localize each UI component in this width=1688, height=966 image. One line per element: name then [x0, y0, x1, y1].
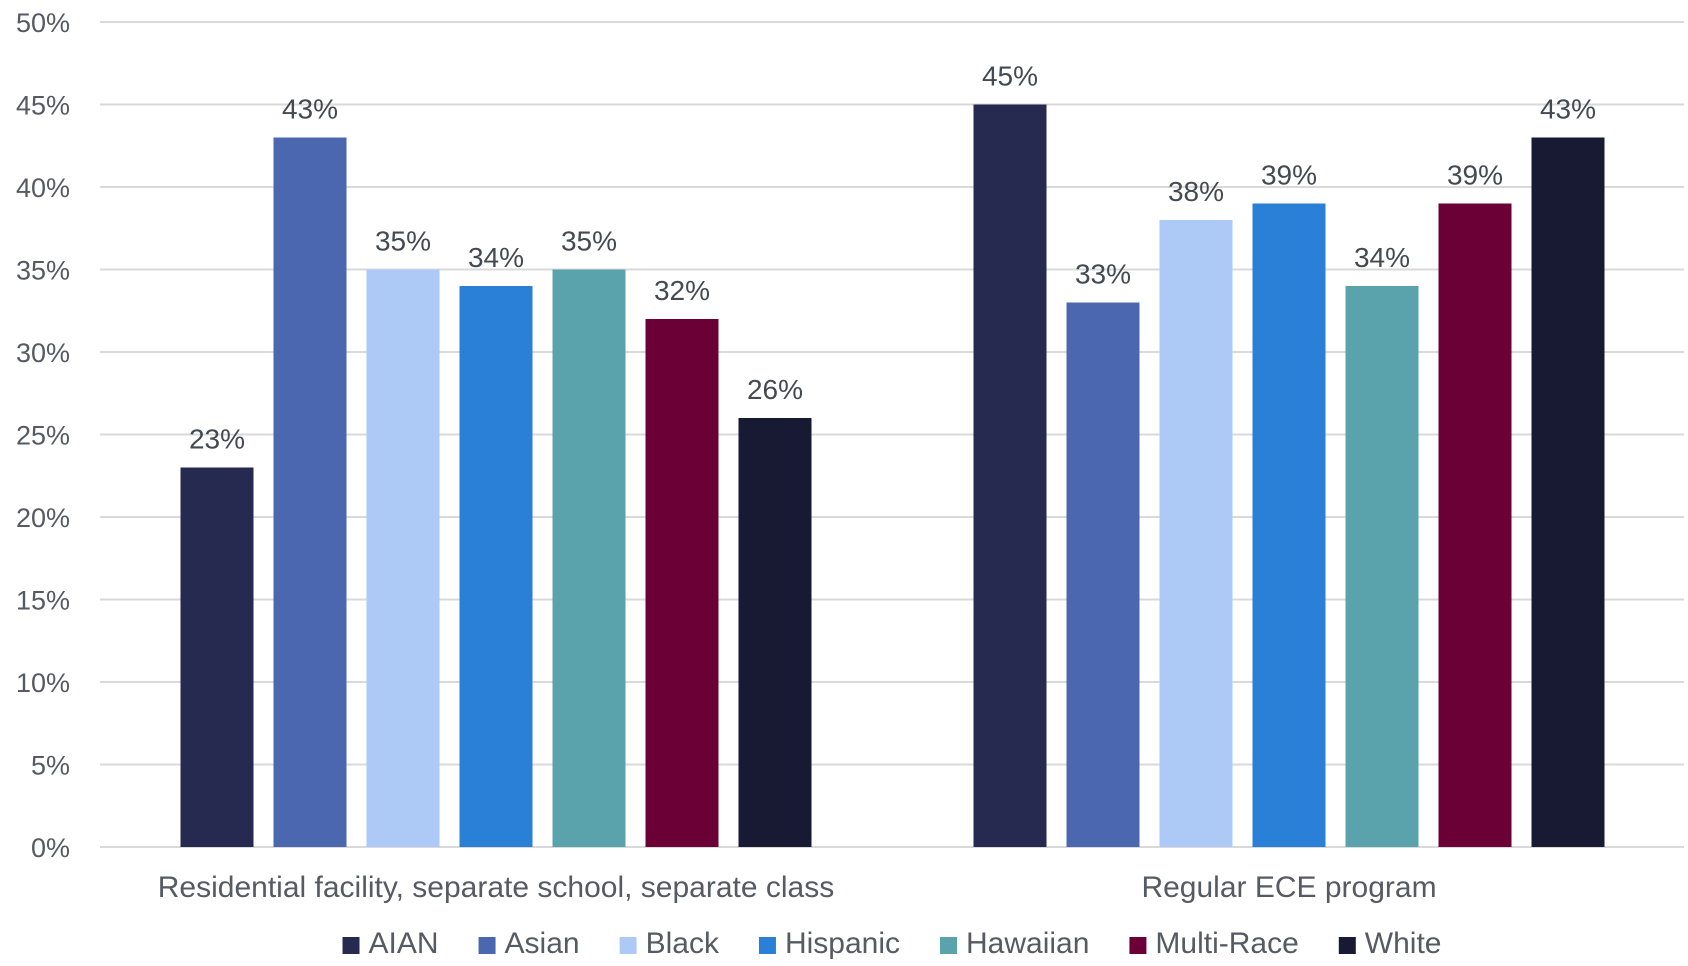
legend-item: Asian	[478, 927, 580, 960]
data-label: 32%	[654, 275, 710, 306]
legend-item: Black	[619, 927, 720, 960]
y-axis-tick-labels: 0% 5% 10% 15% 20% 25% 30% 35% 40% 45% 50%	[16, 8, 70, 863]
legend-swatch	[1338, 937, 1356, 954]
y-tick-label: 5%	[31, 751, 70, 781]
bars	[180, 104, 1605, 847]
data-label: 43%	[282, 94, 338, 125]
legend-swatch	[478, 937, 496, 954]
legend-item: Multi-Race	[1129, 927, 1299, 960]
legend-swatch	[619, 937, 637, 954]
legend-swatch	[758, 937, 776, 954]
legend-label: Hispanic	[785, 927, 900, 960]
legend-label: Multi-Race	[1155, 927, 1298, 960]
bar	[1345, 286, 1419, 847]
legend-label: Hawaiian	[966, 927, 1089, 960]
y-tick-label: 45%	[16, 91, 70, 121]
y-tick-label: 20%	[16, 503, 70, 533]
legend-swatch	[1129, 937, 1147, 954]
bar	[366, 269, 440, 847]
data-label: 23%	[189, 424, 245, 455]
legend-item: Hispanic	[758, 927, 900, 960]
legend-label: Asian	[505, 927, 580, 960]
legend-item: White	[1338, 927, 1442, 960]
data-label: 34%	[468, 242, 524, 273]
y-tick-label: 30%	[16, 338, 70, 368]
data-label: 39%	[1447, 160, 1503, 191]
data-label: 38%	[1168, 176, 1224, 207]
legend: AIAN Asian Black Hispanic Hawaiian Multi-Race…	[342, 927, 1442, 960]
legend-swatch	[342, 937, 360, 954]
bar	[1159, 220, 1233, 847]
bar	[1531, 137, 1605, 847]
y-tick-label: 25%	[16, 421, 70, 451]
data-label: 39%	[1261, 160, 1317, 191]
category-label: Regular ECE program	[1141, 871, 1436, 904]
legend-item: Hawaiian	[940, 927, 1089, 960]
bar	[552, 269, 626, 847]
y-tick-label: 10%	[16, 668, 70, 698]
bar	[1252, 203, 1326, 847]
data-label: 35%	[375, 226, 431, 257]
data-label: 43%	[1540, 94, 1596, 125]
legend-label: White	[1365, 927, 1442, 960]
y-tick-label: 15%	[16, 586, 70, 616]
bar	[459, 286, 533, 847]
bar	[645, 319, 719, 847]
bar	[180, 467, 254, 847]
category-labels: Residential facility, separate school, s…	[158, 871, 1437, 904]
data-label: 35%	[561, 226, 617, 257]
data-label: 34%	[1354, 242, 1410, 273]
y-tick-label: 50%	[16, 8, 70, 38]
bar	[973, 104, 1047, 847]
legend-label: AIAN	[369, 927, 439, 960]
y-tick-label: 0%	[31, 833, 70, 863]
data-label: 33%	[1075, 259, 1131, 290]
legend-item: AIAN	[342, 927, 439, 960]
legend-label: Black	[646, 927, 720, 960]
gridlines	[100, 21, 1684, 848]
y-tick-label: 40%	[16, 173, 70, 203]
y-tick-label: 35%	[16, 256, 70, 286]
bar	[273, 137, 347, 847]
legend-swatch	[940, 937, 958, 954]
data-label: 45%	[982, 61, 1038, 92]
bar	[738, 418, 812, 847]
category-label: Residential facility, separate school, s…	[158, 871, 834, 904]
bar	[1438, 203, 1512, 847]
bar	[1066, 302, 1140, 847]
data-label: 26%	[747, 374, 803, 405]
data-labels: 23% 43% 35% 34% 35% 32% 26% 45% 33% 38% 39% 34% 39% 4…	[189, 61, 1596, 455]
